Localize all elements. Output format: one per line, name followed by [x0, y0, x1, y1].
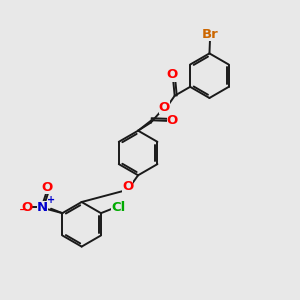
Text: O: O [21, 201, 32, 214]
Text: Cl: Cl [111, 201, 125, 214]
Text: Br: Br [202, 28, 218, 40]
Text: O: O [159, 101, 170, 114]
Text: O: O [41, 181, 52, 194]
Text: O: O [167, 114, 178, 127]
Text: −: − [19, 205, 28, 214]
Text: O: O [166, 68, 177, 82]
Text: N: N [37, 201, 48, 214]
Text: +: + [47, 195, 55, 205]
Text: O: O [122, 180, 133, 193]
